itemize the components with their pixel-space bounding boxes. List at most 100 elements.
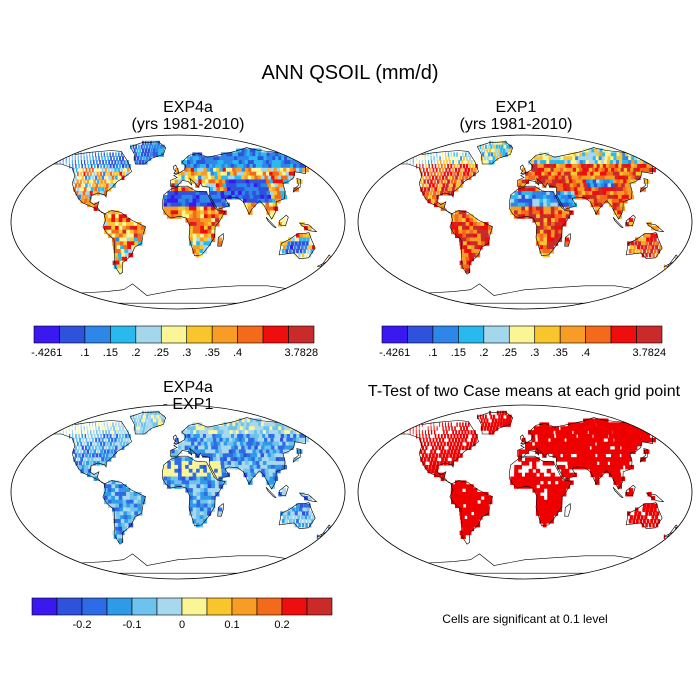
grid-cell xyxy=(286,437,293,443)
grid-cell xyxy=(518,187,523,192)
grid-cell xyxy=(562,453,568,458)
grid-cell xyxy=(532,472,537,478)
grid-cell xyxy=(609,171,616,177)
grid-cell xyxy=(551,445,557,451)
grid-cell xyxy=(65,160,67,165)
grid-cell xyxy=(409,160,411,165)
grid-cell xyxy=(432,453,435,458)
grid-cell xyxy=(592,464,598,470)
grid-cell xyxy=(569,426,575,431)
grid-cell xyxy=(585,152,591,157)
grid-cell xyxy=(547,210,552,215)
grid-cell xyxy=(100,179,103,184)
grid-cell xyxy=(436,426,438,431)
grid-cell xyxy=(600,468,606,474)
grid-cell xyxy=(603,441,609,447)
grid-cell xyxy=(460,534,466,539)
grid-cell xyxy=(190,167,195,173)
grid-cell xyxy=(484,503,489,509)
grid-cell xyxy=(513,480,519,485)
grid-cell xyxy=(174,468,179,474)
grid-cell xyxy=(609,449,616,454)
coastline-australia xyxy=(278,502,316,530)
grid-cell xyxy=(163,480,168,485)
grid-cell xyxy=(558,480,563,485)
grid-cell xyxy=(94,202,98,208)
grid-cell xyxy=(285,441,292,447)
grid-cell xyxy=(89,461,93,466)
grid-cell xyxy=(277,164,284,169)
panel-exp4a-title: EXP4a (yrs 1981-2010) xyxy=(28,99,348,133)
grid-cell xyxy=(103,171,106,177)
grid-cell xyxy=(232,167,238,173)
grid-cell xyxy=(171,183,176,188)
grid-cell xyxy=(484,152,488,157)
grid-cell xyxy=(171,457,176,462)
grid-cell xyxy=(604,183,610,188)
grid-cell xyxy=(573,430,579,435)
grid-cell xyxy=(279,441,285,447)
grid-cell xyxy=(140,414,143,420)
grid-cell xyxy=(200,233,205,239)
grid-cell xyxy=(518,179,523,184)
grid-cell xyxy=(281,519,285,524)
grid-cell xyxy=(458,222,463,227)
grid-cell xyxy=(480,418,483,423)
grid-cell xyxy=(579,167,585,173)
grid-cell xyxy=(89,426,91,431)
grid-cell xyxy=(536,225,541,231)
grid-cell xyxy=(566,187,572,192)
grid-cell xyxy=(212,457,218,462)
grid-cell xyxy=(192,198,197,204)
grid-cell xyxy=(567,191,573,196)
grid-cell xyxy=(600,453,606,458)
grid-cell xyxy=(265,434,272,439)
grid-cell xyxy=(594,430,601,435)
grid-cell xyxy=(253,464,259,470)
grid-cell xyxy=(216,187,222,192)
map-field-cells xyxy=(43,410,333,574)
grid-cell xyxy=(213,426,219,431)
grid-cell xyxy=(98,437,101,443)
grid-cell xyxy=(81,453,85,458)
grid-cell xyxy=(211,206,216,211)
grid-cell xyxy=(170,198,175,204)
grid-cell xyxy=(579,449,585,454)
grid-cell xyxy=(223,160,229,165)
panel-exp4a-title-line1: EXP4a xyxy=(163,99,213,116)
grid-cell xyxy=(107,156,109,161)
grid-cell xyxy=(197,175,203,181)
grid-cell xyxy=(521,179,526,184)
grid-cell xyxy=(119,233,124,239)
coastline-south-america xyxy=(102,480,146,545)
grid-cell xyxy=(482,422,485,427)
grid-cell xyxy=(623,449,629,454)
grid-cell xyxy=(550,214,556,219)
grid-cell xyxy=(272,457,278,462)
grid-cell xyxy=(307,156,316,161)
grid-cell xyxy=(440,171,443,177)
grid-cell xyxy=(525,202,530,208)
grid-cell xyxy=(191,175,196,181)
grid-cell xyxy=(600,430,607,435)
grid-cell xyxy=(292,426,300,431)
grid-cell xyxy=(245,464,251,470)
grid-cell xyxy=(459,441,463,447)
grid-cell xyxy=(558,206,563,211)
grid-cell xyxy=(215,484,220,489)
colorbar-swatch xyxy=(33,325,60,344)
grid-cell xyxy=(571,175,577,181)
grid-cell xyxy=(245,179,251,184)
grid-cell xyxy=(620,167,627,173)
grid-cell xyxy=(282,449,289,454)
grid-cell xyxy=(89,449,93,454)
grid-cell xyxy=(199,194,204,200)
grid-cell xyxy=(196,237,201,242)
grid-cell xyxy=(432,183,435,188)
grid-cell xyxy=(215,183,221,188)
grid-cell xyxy=(466,426,468,431)
grid-cell xyxy=(249,171,256,177)
grid-cell xyxy=(586,171,593,177)
grid-cell xyxy=(418,160,420,165)
grid-cell xyxy=(532,194,537,200)
